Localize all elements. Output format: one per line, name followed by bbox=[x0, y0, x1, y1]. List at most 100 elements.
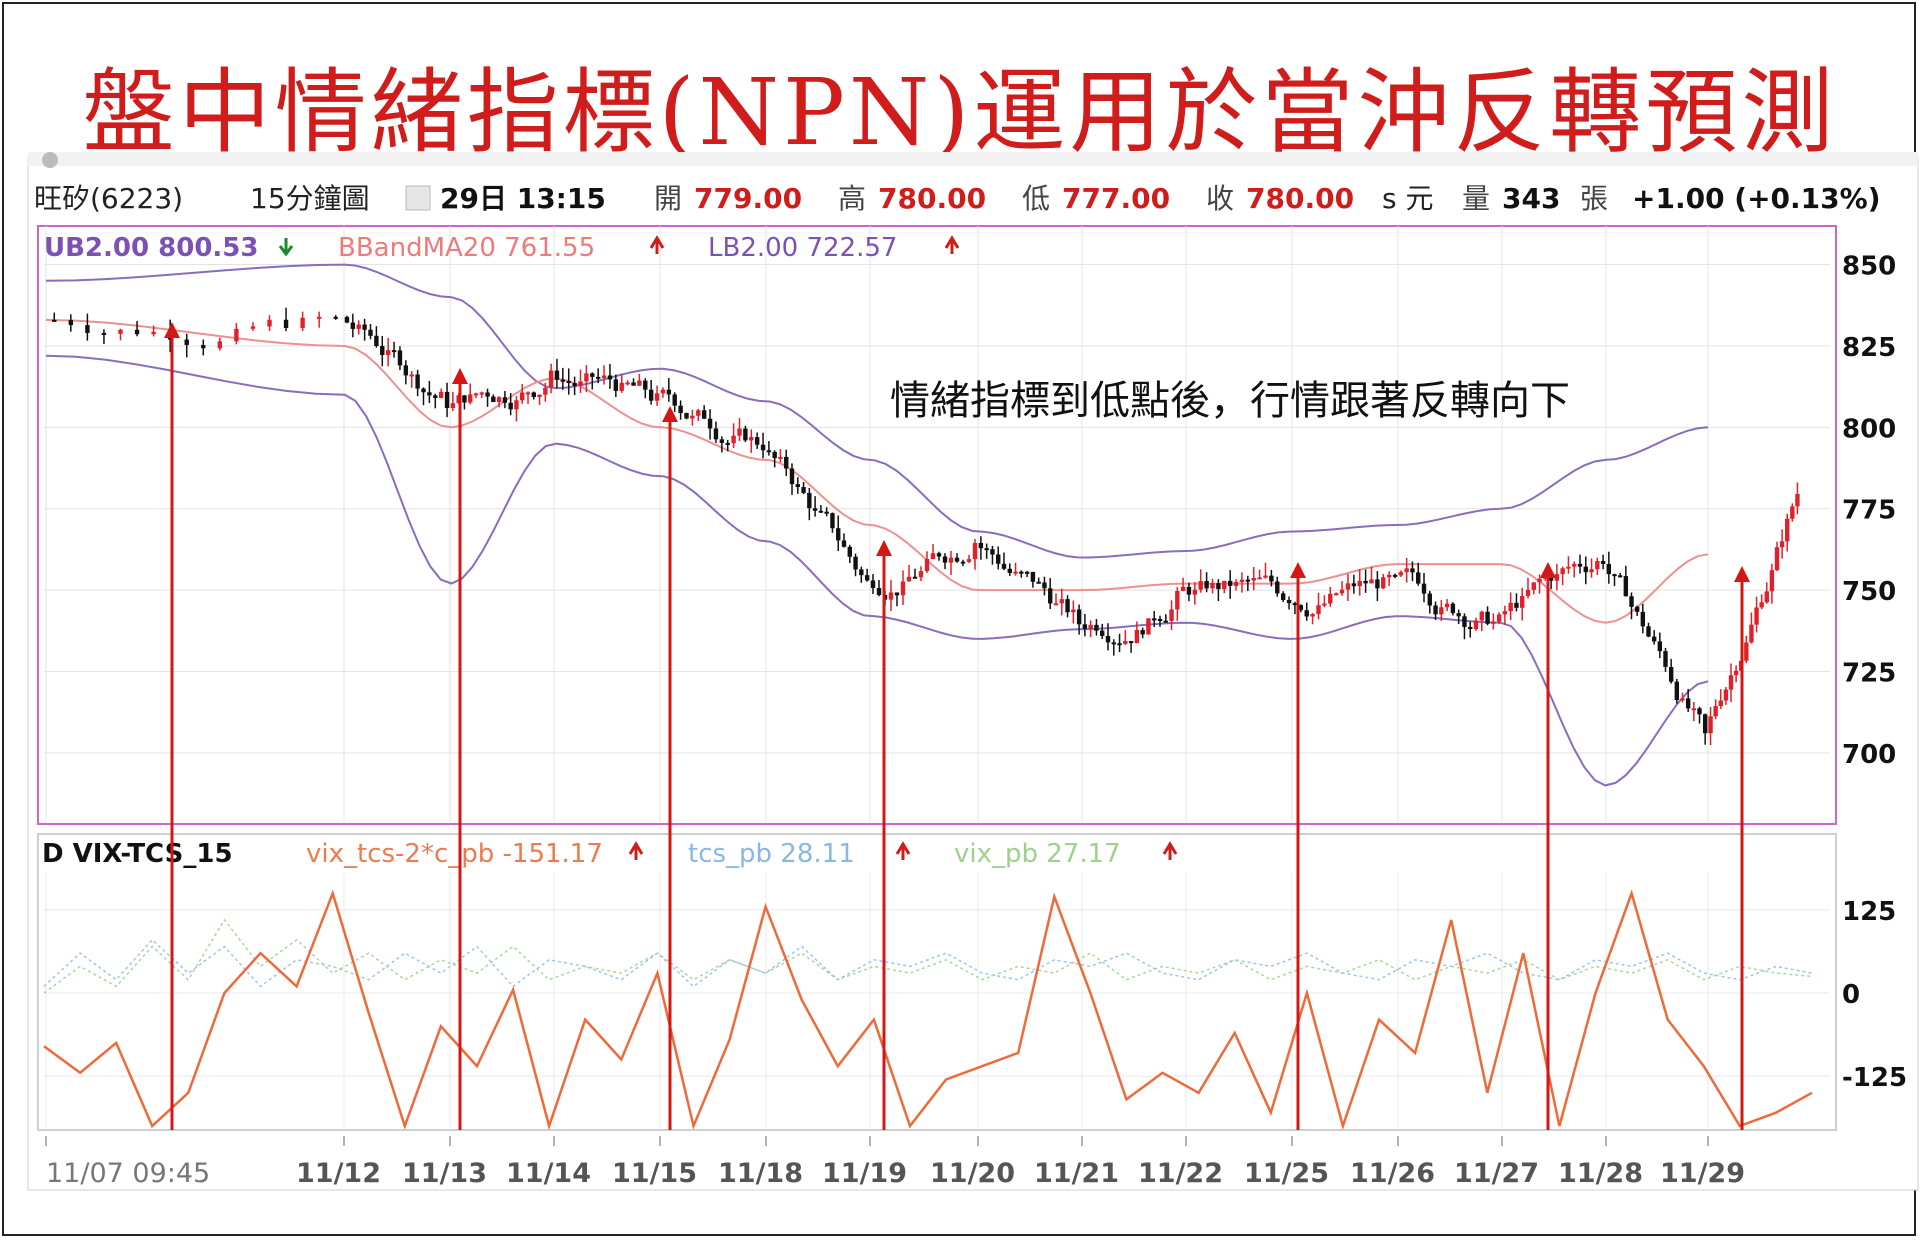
arrow-head-icon bbox=[1734, 566, 1750, 582]
candle-body bbox=[1036, 581, 1041, 584]
candle-body bbox=[912, 576, 918, 579]
candle-body bbox=[385, 350, 391, 356]
candle-body bbox=[812, 508, 818, 511]
candle-body bbox=[1702, 714, 1708, 734]
candle-body bbox=[1723, 689, 1729, 701]
candle-body bbox=[1292, 603, 1298, 606]
high-value: 780.00 bbox=[878, 182, 986, 215]
candle-body bbox=[1566, 566, 1571, 569]
candle-body bbox=[1257, 577, 1262, 580]
candle-body bbox=[1617, 575, 1623, 578]
candle-body bbox=[566, 380, 571, 384]
candle-body bbox=[807, 492, 812, 509]
candle-body bbox=[473, 393, 479, 396]
band-line bbox=[45, 354, 1709, 787]
candle-body bbox=[754, 437, 760, 445]
candle-body bbox=[1152, 618, 1157, 621]
candle-body bbox=[415, 374, 420, 389]
candle-body bbox=[1286, 600, 1292, 604]
candle-body bbox=[450, 403, 456, 409]
candle-body bbox=[1198, 580, 1203, 590]
candle-body bbox=[380, 345, 385, 356]
candle-body bbox=[85, 325, 90, 333]
candle-body bbox=[864, 575, 870, 581]
candle-body bbox=[1105, 635, 1111, 643]
candle-body bbox=[1222, 580, 1227, 590]
bollinger-bands bbox=[45, 263, 1709, 787]
candle-body bbox=[1030, 571, 1036, 582]
y-tick-label: 725 bbox=[1842, 659, 1896, 689]
candle-body bbox=[666, 389, 672, 395]
candle-body bbox=[1674, 681, 1680, 701]
candle-body bbox=[1088, 624, 1093, 629]
candle-body bbox=[1298, 605, 1304, 611]
candle-body bbox=[468, 394, 473, 403]
y-tick-label: 700 bbox=[1842, 740, 1896, 770]
candle-body bbox=[731, 435, 736, 444]
candle-body bbox=[725, 442, 730, 445]
candle-body bbox=[637, 380, 642, 386]
candle-body bbox=[1071, 609, 1076, 613]
candle-body bbox=[1680, 698, 1685, 701]
candle-body bbox=[1310, 614, 1315, 617]
chart-window bbox=[27, 157, 1919, 1191]
legend-vix-pb: vix_pb 27.17 bbox=[954, 839, 1121, 869]
volume-value: 343 bbox=[1502, 182, 1560, 215]
candle-body bbox=[590, 373, 595, 377]
candle-body bbox=[1404, 568, 1409, 573]
candle-body bbox=[554, 370, 560, 380]
legend-ub: UB2.00 800.53 bbox=[44, 233, 258, 263]
candle-body bbox=[1728, 675, 1734, 690]
candle-body bbox=[1140, 630, 1145, 635]
candle-body bbox=[1640, 611, 1646, 627]
volume-label: 量 bbox=[1462, 182, 1490, 215]
candle-body bbox=[1239, 579, 1245, 582]
up-arrow-icon bbox=[1162, 841, 1178, 860]
legend-vix-tcs: vix_tcs-2*c_pb -151.17 bbox=[306, 839, 603, 869]
annotation-text: 情緒指標到低點後，行情跟著反轉向下 bbox=[890, 378, 1570, 424]
candle-body bbox=[1606, 563, 1612, 575]
candle-body bbox=[1076, 609, 1082, 625]
up-arrow-icon bbox=[895, 841, 911, 860]
low-label: 低 bbox=[1022, 182, 1050, 215]
candle-body bbox=[1697, 708, 1702, 715]
calendar-icon[interactable] bbox=[405, 185, 431, 211]
candle-body bbox=[1749, 624, 1754, 643]
candle-body bbox=[201, 344, 206, 349]
candle-body bbox=[1589, 569, 1594, 573]
candle-body bbox=[1733, 670, 1739, 676]
candle-body bbox=[1572, 563, 1577, 567]
candle-body bbox=[954, 557, 960, 562]
candle-body bbox=[1595, 560, 1600, 570]
candle-body bbox=[1024, 571, 1030, 574]
candle-body bbox=[1216, 583, 1221, 590]
candle-body bbox=[924, 559, 930, 572]
legend-lb: LB2.00 722.57 bbox=[708, 233, 897, 263]
candle-body bbox=[696, 410, 701, 416]
candle-body bbox=[1351, 583, 1357, 587]
candle-body bbox=[918, 571, 924, 578]
candle-body bbox=[1444, 603, 1450, 608]
candle-body bbox=[1019, 571, 1024, 574]
candle-body bbox=[1646, 626, 1651, 637]
upper-panel-frame bbox=[37, 225, 1837, 825]
candle-body bbox=[514, 400, 519, 410]
candle-body bbox=[1042, 582, 1047, 589]
candle-body bbox=[1600, 560, 1606, 564]
lower-legend: D VIX-TCS_15 vix_tcs-2*c_pb -151.17 tcs_… bbox=[42, 839, 1178, 869]
candle-body bbox=[984, 548, 989, 551]
info-datetime: 29日 13:15 bbox=[440, 182, 606, 215]
candle-body bbox=[1123, 641, 1128, 644]
candle-body bbox=[362, 324, 367, 330]
candle-body bbox=[719, 439, 725, 443]
candle-body bbox=[1186, 586, 1192, 595]
candle-body bbox=[433, 395, 438, 398]
candle-body bbox=[778, 456, 783, 459]
candle-body bbox=[824, 511, 829, 514]
main-title: 盤中情緒指標(NPN)運用於當沖反轉預測 bbox=[82, 59, 1838, 166]
arrow-head-icon bbox=[1290, 562, 1306, 578]
candle-body bbox=[1691, 708, 1697, 711]
x-tick-label: 11/20 bbox=[930, 1158, 1015, 1189]
candle-body bbox=[1269, 575, 1274, 582]
candle-body bbox=[601, 375, 607, 379]
